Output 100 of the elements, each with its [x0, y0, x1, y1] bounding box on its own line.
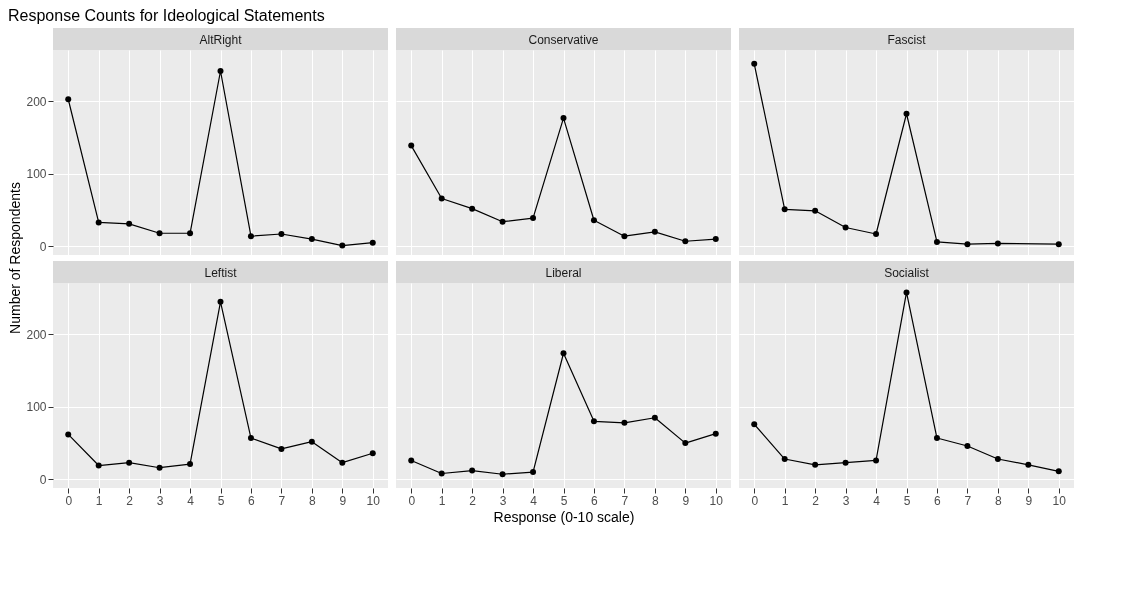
point	[187, 230, 194, 237]
point	[933, 238, 940, 245]
x-tick-label: 4	[530, 493, 538, 508]
x-tick-label: 0	[65, 493, 73, 508]
chart-title: Socialist	[884, 266, 930, 280]
point	[651, 414, 658, 421]
x-tick-label: 0	[751, 493, 759, 508]
point	[408, 142, 415, 149]
x-tick-label: 3	[156, 493, 164, 508]
x-tick-label: 6	[248, 493, 256, 508]
point	[499, 471, 506, 478]
point	[903, 289, 910, 296]
point	[247, 233, 254, 240]
chart-title: Fascist	[887, 33, 927, 47]
point	[842, 459, 849, 466]
point	[1055, 468, 1062, 475]
x-tick-label: 8	[995, 493, 1003, 508]
point	[682, 440, 689, 447]
point	[751, 421, 758, 428]
point	[530, 215, 537, 222]
point	[712, 236, 719, 243]
chart-title: Liberal	[545, 266, 582, 280]
point	[964, 241, 971, 248]
point	[95, 219, 102, 226]
y-tick-label: 200	[26, 94, 47, 109]
point	[1055, 241, 1062, 248]
x-tick-label: 5	[217, 493, 225, 508]
chart-title: Leftist	[204, 266, 238, 280]
y-tick-label: 100	[26, 400, 47, 415]
point	[1025, 461, 1032, 468]
point	[621, 233, 628, 240]
point	[469, 467, 476, 474]
y-axis-title: Number of Respondents	[7, 182, 23, 334]
x-tick-label: 3	[499, 493, 507, 508]
x-tick-label: 2	[469, 493, 477, 508]
x-tick-label: 8	[652, 493, 660, 508]
point	[781, 456, 788, 463]
point	[751, 60, 758, 67]
point	[156, 230, 163, 237]
point	[126, 459, 133, 466]
point	[278, 231, 285, 237]
point	[247, 435, 254, 442]
x-tick-label: 0	[408, 493, 416, 508]
point	[621, 419, 628, 426]
point	[873, 457, 880, 464]
point	[369, 239, 376, 246]
point	[812, 207, 819, 214]
x-tick-label: 4	[873, 493, 881, 508]
point	[339, 242, 346, 249]
point	[560, 350, 567, 357]
point	[308, 236, 315, 243]
point	[994, 240, 1001, 247]
x-tick-label: 7	[278, 493, 286, 508]
point	[278, 445, 285, 452]
point	[156, 464, 163, 471]
point	[438, 470, 445, 477]
point	[438, 195, 445, 202]
point	[873, 231, 880, 237]
point	[95, 462, 102, 469]
point	[842, 224, 849, 231]
x-tick-label: 10	[1052, 493, 1067, 508]
point	[65, 96, 72, 103]
point	[530, 469, 537, 476]
x-tick-label: 10	[366, 493, 381, 508]
x-tick-label: 9	[1025, 493, 1033, 508]
point	[781, 206, 788, 213]
x-tick-label: 6	[591, 493, 599, 508]
x-tick-label: 8	[309, 493, 317, 508]
x-tick-label: 5	[903, 493, 911, 508]
point	[682, 238, 689, 245]
point	[217, 68, 224, 74]
point	[469, 205, 476, 212]
point	[994, 456, 1001, 463]
x-tick-label: 9	[339, 493, 347, 508]
point	[126, 220, 133, 227]
y-tick-label: 100	[26, 167, 47, 182]
point	[933, 435, 940, 442]
x-tick-label: 2	[812, 493, 820, 508]
x-axis-title: Response (0-10 scale)	[493, 508, 635, 525]
x-tick-label: 7	[621, 493, 629, 508]
y-tick-label: 200	[26, 327, 47, 342]
point	[560, 115, 567, 122]
point	[964, 442, 971, 449]
point	[590, 418, 597, 425]
x-tick-label: 1	[95, 493, 103, 508]
x-tick-label: 4	[187, 493, 195, 508]
point	[651, 228, 658, 235]
chart-title: Conservative	[528, 33, 599, 47]
x-tick-label: 1	[438, 493, 446, 508]
text: Response Counts for Ideological Statements	[8, 7, 325, 24]
point	[590, 217, 597, 224]
point	[65, 431, 72, 438]
point	[499, 218, 506, 225]
point	[903, 110, 910, 117]
x-tick-label: 2	[126, 493, 134, 508]
point	[369, 450, 376, 457]
point	[812, 461, 819, 468]
y-tick-label: 0	[39, 472, 47, 487]
x-tick-label: 1	[781, 493, 789, 508]
x-tick-label: 9	[682, 493, 690, 508]
